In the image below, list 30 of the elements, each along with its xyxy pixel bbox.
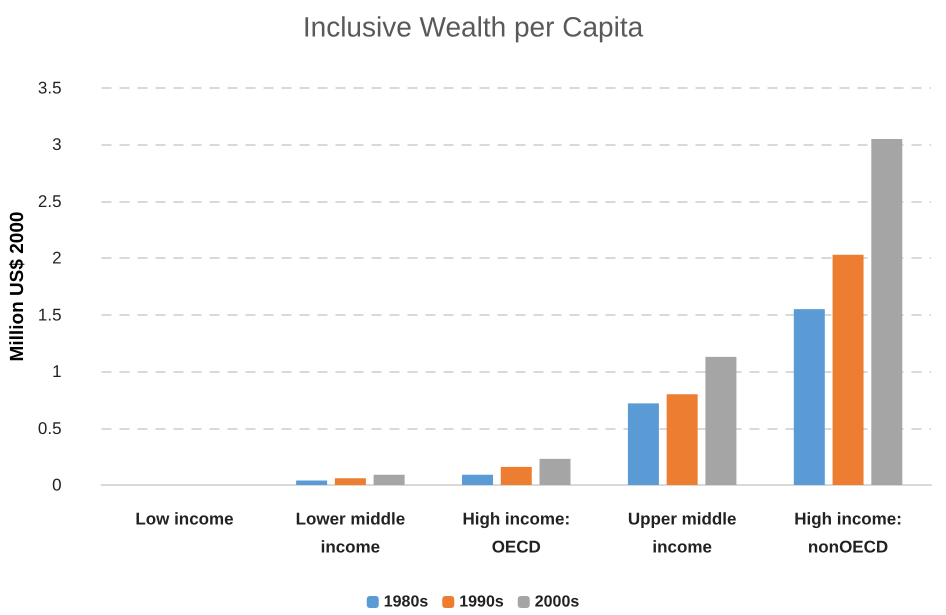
bar xyxy=(334,478,366,485)
chart-title: Inclusive Wealth per Capita xyxy=(302,12,644,42)
x-tick-label: High income: OECD xyxy=(462,510,570,556)
legend-label: 1980s xyxy=(384,594,428,610)
bar xyxy=(705,356,736,485)
x-tick-label: Upper middle income xyxy=(628,510,736,556)
legend-label: 2000s xyxy=(534,594,580,610)
x-tick-label: Lower middle income xyxy=(296,510,406,556)
legend-label: 1990s xyxy=(459,594,504,610)
bar xyxy=(628,403,659,485)
y-tick-label: 3.5 xyxy=(38,78,62,98)
y-tick-label: 0.5 xyxy=(38,418,62,438)
y-tick-label: 2 xyxy=(52,248,62,268)
y-tick-label: 1.5 xyxy=(38,305,62,324)
bar xyxy=(871,139,902,485)
y-tick-label: 1 xyxy=(52,362,62,382)
y-tick-label: 3 xyxy=(52,135,62,154)
bar xyxy=(500,466,532,485)
bar xyxy=(794,309,825,485)
x-tick-label: High income: nonOECD xyxy=(794,510,902,556)
bar xyxy=(540,458,571,485)
bar xyxy=(832,254,864,485)
y-tick-label: 2.5 xyxy=(38,192,62,211)
y-tick-label: 0 xyxy=(52,476,62,494)
y-axis-title: Million US$ 2000 xyxy=(7,212,28,362)
bar xyxy=(296,480,328,485)
x-tick-label: Low income xyxy=(135,510,234,528)
bar xyxy=(374,474,405,485)
bar xyxy=(666,394,698,485)
bar xyxy=(462,474,494,485)
